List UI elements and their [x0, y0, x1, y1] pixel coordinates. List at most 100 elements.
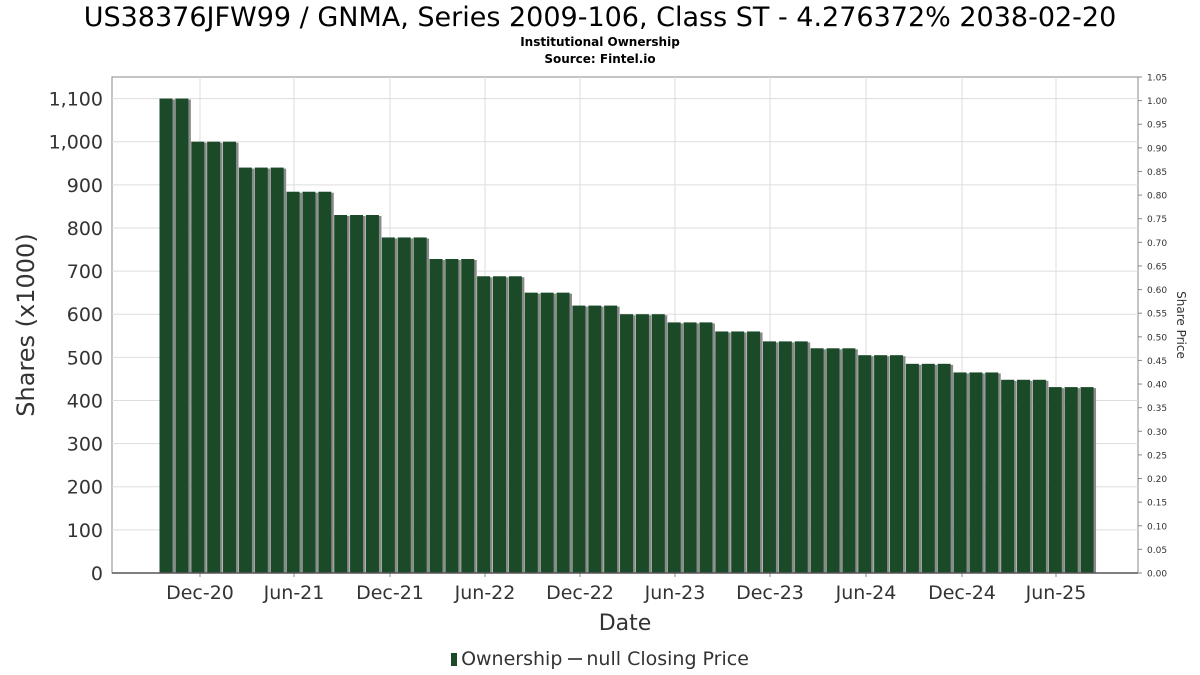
chart-subtitle: Institutional Ownership — [520, 35, 680, 49]
ownership-bar — [477, 276, 491, 573]
y-tick-label: 400 — [67, 390, 103, 412]
ownership-bar — [762, 341, 776, 573]
y-tick-label: 200 — [67, 477, 103, 499]
ownership-chart: 0 100 200 300 400 500 600 700 800 900 1,000 1,100 0.… — [12, 74, 1188, 637]
x-axis-title: Date — [599, 611, 652, 636]
y2-tick-label: 0.90 — [1147, 144, 1167, 154]
ownership-bar — [302, 191, 316, 573]
legend-ownership-label: Ownership — [461, 648, 563, 670]
y-tick-label: 500 — [67, 347, 103, 369]
ownership-bar — [334, 215, 348, 573]
ownership-bar — [826, 348, 840, 573]
ownership-bar — [635, 314, 649, 573]
ownership-bar — [1080, 387, 1094, 573]
y2-tick-label: 0.65 — [1147, 262, 1167, 272]
ownership-bar — [620, 314, 634, 573]
ownership-bar — [556, 292, 570, 573]
ownership-bar — [651, 314, 665, 573]
x-tick-label: Jun-22 — [454, 582, 516, 604]
y2-tick-label: 0.15 — [1147, 499, 1167, 509]
ownership-bar — [492, 276, 506, 573]
ownership-bar — [207, 141, 221, 573]
ownership-bar — [874, 355, 888, 573]
ownership-bar — [397, 237, 411, 573]
ownership-bar — [1017, 379, 1031, 573]
ownership-bar — [429, 259, 443, 573]
y2-axis-title: Share Price — [1174, 291, 1188, 359]
ownership-bar — [969, 372, 983, 573]
ownership-bar — [889, 355, 903, 573]
y2-tick-label: 0.85 — [1147, 168, 1167, 178]
ownership-bar — [254, 167, 268, 573]
y2-tick-label: 0.55 — [1147, 310, 1167, 320]
y-tick-label: 300 — [67, 434, 103, 456]
x-tick-label: Dec-22 — [546, 582, 614, 604]
y2-tick-label: 0.60 — [1147, 286, 1167, 296]
legend-closing-price-label: null Closing Price — [586, 648, 749, 670]
y-tick-label: 1,000 — [49, 132, 103, 154]
ownership-bar — [1064, 387, 1078, 573]
x-tick-label: Jun-23 — [644, 582, 706, 604]
ownership-bar — [175, 98, 189, 573]
chart-title: US38376JFW99 / GNMA, Series 2009-106, Cl… — [83, 2, 1117, 33]
ownership-bar — [953, 372, 967, 573]
y2-tick-label: 0.45 — [1147, 357, 1167, 367]
ownership-bar — [842, 348, 856, 573]
ownership-bar — [286, 191, 300, 573]
ownership-bar — [365, 215, 379, 573]
y-tick-label: 900 — [67, 175, 103, 197]
y2-tick-label: 0.10 — [1147, 522, 1167, 532]
ownership-bar — [858, 355, 872, 573]
ownership-bar — [921, 363, 935, 573]
ownership-bar — [715, 331, 729, 573]
x-tick-label: Dec-23 — [736, 582, 804, 604]
ownership-bar — [159, 98, 173, 573]
y-tick-label: 0 — [91, 563, 103, 585]
ownership-bar — [604, 305, 618, 573]
ownership-bar — [445, 259, 459, 573]
y2-tick-label: 0.75 — [1147, 215, 1167, 225]
y-tick-label: 800 — [67, 218, 103, 240]
ownership-bar — [540, 292, 554, 573]
y2-tick-label: 0.05 — [1147, 546, 1167, 556]
x-tick-label: Dec-24 — [928, 582, 996, 604]
y2-tick-label: 1.00 — [1147, 97, 1167, 107]
ownership-bar — [191, 141, 205, 573]
x-tick-label: Dec-20 — [166, 582, 234, 604]
ownership-bar — [667, 322, 681, 573]
y2-tick-label: 0.95 — [1147, 121, 1167, 131]
ownership-bar — [747, 331, 761, 573]
y2-tick-label: 1.05 — [1147, 74, 1167, 84]
y2-tick-label: 0.80 — [1147, 192, 1167, 202]
legend-closing-price-swatch — [568, 658, 583, 660]
y2-tick-label: 0.30 — [1147, 428, 1167, 438]
y2-tick-label: 0.25 — [1147, 451, 1167, 461]
x-tick-label: Dec-21 — [356, 582, 424, 604]
ownership-bar — [1001, 379, 1015, 573]
ownership-bar — [270, 167, 284, 573]
ownership-bar — [905, 363, 919, 573]
x-tick-label: Jun-21 — [263, 582, 325, 604]
ownership-bar — [588, 305, 602, 573]
ownership-bar — [1032, 379, 1046, 573]
ownership-bar — [985, 372, 999, 573]
x-tick-label: Jun-25 — [1025, 582, 1087, 604]
ownership-bar — [508, 276, 522, 573]
y2-tick-label: 0.50 — [1147, 333, 1167, 343]
ownership-bar — [937, 363, 951, 573]
ownership-bar — [731, 331, 745, 573]
ownership-bar — [794, 341, 808, 573]
ownership-bar — [223, 141, 237, 573]
ownership-bar — [350, 215, 364, 573]
y-tick-label: 600 — [67, 304, 103, 326]
chart-legend: Ownership null Closing Price — [0, 648, 1200, 670]
y2-tick-label: 0.00 — [1147, 570, 1167, 580]
y-axis-title: Shares (x1000) — [12, 233, 40, 416]
ownership-bar — [238, 167, 252, 573]
y-tick-label: 1,100 — [49, 89, 103, 111]
ownership-bar — [381, 237, 395, 573]
ownership-bar — [524, 292, 538, 573]
ownership-bar — [1048, 387, 1062, 573]
ownership-bar — [778, 341, 792, 573]
ownership-bar — [699, 322, 713, 573]
